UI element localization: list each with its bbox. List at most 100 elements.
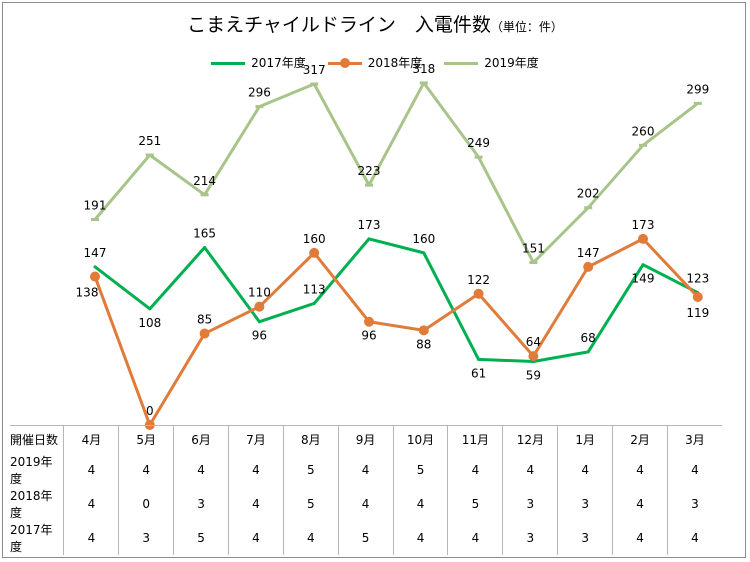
table-cell: 5 bbox=[173, 521, 229, 555]
data-point-2017 bbox=[93, 265, 97, 269]
data-point-2018 bbox=[254, 301, 265, 312]
data-point-2017 bbox=[148, 307, 152, 311]
table-month-header: 10月 bbox=[392, 425, 448, 453]
table-cell: 4 bbox=[502, 453, 558, 487]
legend-item-2019: 2019年度 bbox=[444, 54, 539, 71]
data-label-2017: 59 bbox=[526, 369, 541, 383]
table-cell: 4 bbox=[667, 521, 722, 555]
data-label-2017: 147 bbox=[84, 246, 107, 260]
legend-swatch-2018 bbox=[327, 57, 362, 68]
data-point-2018 bbox=[364, 316, 374, 327]
data-label-2019: 223 bbox=[358, 164, 381, 178]
data-label-2019: 318 bbox=[412, 62, 435, 76]
table-cell: 4 bbox=[392, 487, 448, 521]
table-cell: 4 bbox=[392, 521, 448, 555]
table-cell: 5 bbox=[447, 487, 503, 521]
table-cell: 3 bbox=[667, 487, 722, 521]
data-label-2018: 64 bbox=[526, 335, 541, 349]
table-month-header: 6月 bbox=[173, 425, 229, 453]
data-label-2019: 214 bbox=[193, 174, 216, 188]
data-label-2017: 61 bbox=[471, 366, 486, 380]
table-month-header: 3月 bbox=[667, 425, 722, 453]
table-cell: 5 bbox=[282, 487, 339, 521]
data-point-2018 bbox=[692, 291, 703, 302]
data-label-2018: 119 bbox=[686, 306, 709, 320]
legend-label-2018: 2018年度 bbox=[367, 56, 423, 70]
data-label-2018: 173 bbox=[632, 218, 655, 232]
data-point-2017 bbox=[312, 301, 316, 305]
table-row-label: 2018年度 bbox=[10, 489, 53, 520]
table-cell: 4 bbox=[118, 453, 174, 487]
table-month-header: 9月 bbox=[337, 425, 394, 453]
table-month-header: 11月 bbox=[447, 425, 503, 453]
table-cell: 4 bbox=[612, 453, 668, 487]
data-point-2017 bbox=[257, 320, 261, 324]
data-point-2018 bbox=[90, 271, 100, 282]
data-point-2017 bbox=[586, 350, 590, 354]
data-label-2017: 160 bbox=[412, 232, 435, 246]
data-label-2017: 123 bbox=[686, 272, 709, 286]
table-month-header: 5月 bbox=[118, 425, 174, 453]
table-cell: 3 bbox=[502, 487, 558, 521]
chart-title-text: こまえチャイルドライン 入電件数 bbox=[187, 14, 491, 36]
series-2017: 147 108 165 96 113 173 160 61 59 68 149 123 bbox=[84, 218, 710, 383]
data-label-2017: 68 bbox=[581, 331, 596, 345]
series-2018: 138 0 85 110 160 96 88 122 64 147 173 119 bbox=[76, 218, 709, 430]
table-cell: 4 bbox=[612, 521, 668, 555]
data-label-2018: 96 bbox=[361, 329, 376, 343]
table-header-label: 開催日数 bbox=[10, 425, 64, 453]
data-label-2017: 149 bbox=[632, 272, 655, 286]
data-label-2019: 251 bbox=[138, 134, 161, 148]
table-cell: 3 bbox=[502, 521, 558, 555]
data-point-2018 bbox=[199, 328, 210, 339]
series-line-2017 bbox=[94, 237, 699, 364]
table-row-2019: 2019年度 4 4 4 4 5 4 5 4 4 4 4 4 bbox=[10, 453, 722, 487]
table-month-header: 8月 bbox=[282, 425, 339, 453]
table-row-2017: 2017年度 4 3 5 4 4 5 4 4 3 3 4 4 bbox=[10, 521, 722, 555]
table-month-header: 7月 bbox=[228, 425, 284, 453]
table-cell: 4 bbox=[228, 521, 284, 555]
data-point-2017 bbox=[422, 251, 426, 255]
data-label-2017: 173 bbox=[358, 218, 381, 232]
table-month-header: 4月 bbox=[63, 425, 119, 453]
data-label-2018: 110 bbox=[248, 286, 271, 300]
series-line-2018 bbox=[93, 237, 699, 427]
table-cell: 4 bbox=[228, 487, 284, 521]
data-point-2017 bbox=[477, 357, 481, 361]
table-header-row: 開催日数 4月 5月 6月 7月 8月 9月 10月 11月 12月 1月 2月… bbox=[10, 425, 722, 453]
table-cell: 4 bbox=[667, 453, 722, 487]
table-cell: 4 bbox=[337, 487, 394, 521]
table-cell: 3 bbox=[173, 487, 229, 521]
table-month-header: 12月 bbox=[502, 425, 558, 453]
chart-title-unit: （単位：件） bbox=[490, 20, 563, 34]
table-cell: 5 bbox=[392, 453, 448, 487]
table-cell: 4 bbox=[63, 453, 119, 487]
table-cell: 3 bbox=[557, 521, 613, 555]
data-label-2017: 108 bbox=[138, 316, 161, 330]
legend-label-2017: 2017年度 bbox=[251, 56, 306, 70]
data-point-2017 bbox=[203, 246, 207, 249]
table-row-label: 2017年度 bbox=[10, 523, 53, 554]
table-month-header: 1月 bbox=[557, 425, 613, 453]
data-label-2019: 202 bbox=[577, 187, 600, 201]
table-cell: 4 bbox=[63, 521, 119, 555]
table-cell: 4 bbox=[447, 453, 503, 487]
table-cell: 3 bbox=[557, 487, 613, 521]
data-label-2019: 260 bbox=[632, 124, 655, 138]
data-label-2017: 165 bbox=[193, 227, 216, 241]
table-cell: 4 bbox=[228, 453, 284, 487]
table-row-2018: 2018年度 4 0 3 4 5 4 4 5 3 3 4 3 bbox=[10, 487, 722, 521]
table-cell: 4 bbox=[557, 453, 613, 487]
legend-swatch-2019 bbox=[444, 58, 479, 68]
data-label-2019: 317 bbox=[303, 63, 326, 77]
data-label-2017: 113 bbox=[303, 282, 326, 296]
data-label-2019: 299 bbox=[686, 82, 709, 96]
table-cell: 4 bbox=[63, 487, 119, 521]
data-label-2019: 249 bbox=[467, 136, 490, 150]
data-label-2017: 96 bbox=[252, 329, 267, 343]
data-point-2018 bbox=[583, 261, 594, 272]
data-label-2018: 147 bbox=[577, 246, 600, 260]
table-month-header: 2月 bbox=[612, 425, 668, 453]
data-point-2017 bbox=[367, 237, 371, 241]
